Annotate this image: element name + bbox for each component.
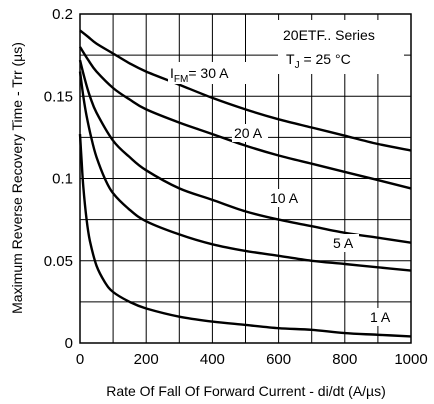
curve-labels: IFM= 30 A 20 A 10 A 5 A 1 A xyxy=(168,62,396,326)
curve-label-20a-bg xyxy=(232,124,268,142)
curve-label-5a-text: 5 A xyxy=(333,235,354,251)
curve-label-30a: IFM= 30 A xyxy=(168,62,246,85)
x-tick-label: 600 xyxy=(266,351,291,368)
series-line-1a xyxy=(78,134,412,338)
y-tick-label: 0.1 xyxy=(52,171,73,188)
curve-label-10a-bg xyxy=(268,189,304,207)
x-tick-label: 200 xyxy=(134,351,159,368)
legend-series-label: 20ETF.. Series xyxy=(283,27,375,43)
y-tick-label: 0.2 xyxy=(52,6,73,23)
series-curves xyxy=(78,29,412,338)
x-axis-title: Rate Of Fall Of Forward Current - di/dt … xyxy=(106,383,386,399)
x-tick-label: 0 xyxy=(76,351,84,368)
curve-label-1a: 1 A xyxy=(368,308,396,326)
plot-frame xyxy=(79,13,412,344)
curve-label-20a: 20 A xyxy=(232,124,268,142)
x-tick-label: 1000 xyxy=(394,351,427,368)
curve-label-10a: 10 A xyxy=(268,189,304,207)
curve-label-1a-bg xyxy=(368,308,396,326)
curve-label-1a-text: 1 A xyxy=(370,309,391,325)
x-tick-label: 400 xyxy=(200,351,225,368)
curve-label-5a-bg xyxy=(331,234,359,252)
x-tick-label: 800 xyxy=(332,351,357,368)
y-tick-label: 0.15 xyxy=(44,88,73,105)
series-line-20a xyxy=(78,46,412,190)
legend-box: 20ETF.. Series TJ = 25 °C xyxy=(278,20,404,74)
y-tick-label: 0 xyxy=(65,335,73,352)
curve-label-5a: 5 A xyxy=(331,234,359,252)
y-tick-label: 0.05 xyxy=(44,253,73,270)
curve-label-20a-text: 20 A xyxy=(234,125,263,141)
curve-label-10a-text: 10 A xyxy=(270,190,299,206)
y-axis-title: Maximum Reverse Recovery Time - Trr (µs) xyxy=(9,42,25,314)
curve-label-30a-text: IFM= 30 A xyxy=(170,65,229,85)
series-line-30a xyxy=(79,29,412,152)
x-tick-labels: 0 200 400 600 800 1000 xyxy=(76,351,428,368)
series-line-10a xyxy=(78,59,412,244)
legend-box-bg xyxy=(278,20,404,74)
curve-label-30a-bg xyxy=(168,62,246,84)
legend-temperature-label: TJ = 25 °C xyxy=(286,51,351,71)
y-tick-labels: 0 0.05 0.1 0.15 0.2 xyxy=(44,6,73,352)
series-line-5a xyxy=(78,71,412,272)
